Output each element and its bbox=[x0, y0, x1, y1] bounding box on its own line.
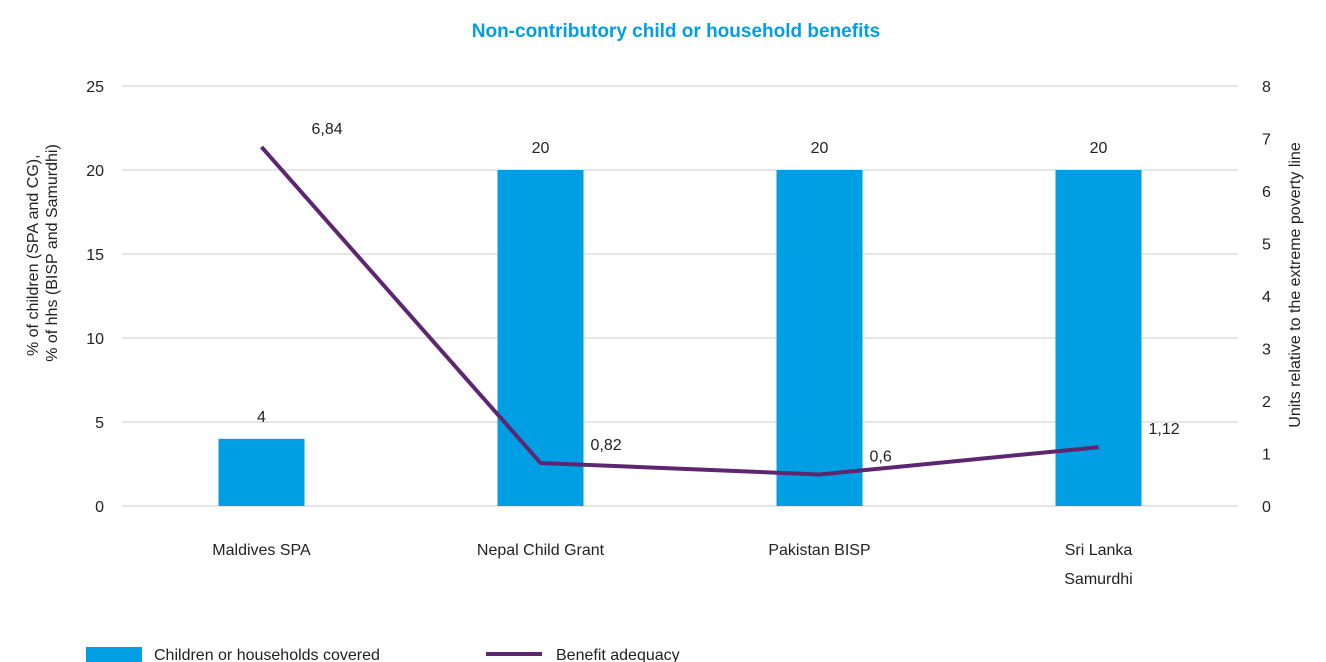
right-tick-label: 8 bbox=[1262, 79, 1271, 96]
right-tick-label: 3 bbox=[1262, 342, 1271, 359]
legend-label-bar: Children or households covered bbox=[154, 647, 380, 662]
left-axis-label-line-1: % of children (SPA and CG), bbox=[25, 154, 42, 356]
right-tick-label: 5 bbox=[1262, 237, 1271, 254]
bar-series: 4 20 20 20 bbox=[218, 140, 1142, 506]
left-axis-label-line-2: % of hhs (BISP and Samurdhi) bbox=[44, 144, 61, 362]
left-axis-label: % of children (SPA and CG), % of hhs (BI… bbox=[25, 144, 61, 362]
benefit-adequacy-line bbox=[260, 145, 1099, 477]
left-tick-label: 5 bbox=[95, 415, 104, 432]
right-axis-label: Units relative to the extreme poverty li… bbox=[1287, 142, 1304, 428]
category-label: Maldives SPA bbox=[212, 542, 311, 559]
bar bbox=[1055, 170, 1142, 506]
left-tick-label: 10 bbox=[86, 331, 104, 348]
line-value-label: 6,84 bbox=[312, 121, 343, 138]
right-tick-label: 4 bbox=[1262, 289, 1271, 306]
bar-value-label: 20 bbox=[1090, 140, 1108, 157]
right-tick-label: 7 bbox=[1262, 132, 1271, 149]
right-tick-label: 2 bbox=[1262, 394, 1271, 411]
category-label: Pakistan BISP bbox=[768, 542, 870, 559]
line-value-label: 0,82 bbox=[591, 437, 622, 454]
right-tick-label: 6 bbox=[1262, 184, 1271, 201]
line-series: 6,84 0,82 0,6 1,12 bbox=[260, 121, 1180, 477]
right-axis-ticks: 0 1 2 3 4 5 6 7 8 bbox=[1262, 79, 1271, 516]
left-tick-label: 20 bbox=[86, 163, 104, 180]
bar-value-label: 20 bbox=[811, 140, 829, 157]
left-tick-label: 25 bbox=[86, 79, 104, 96]
legend: Children or households covered Benefit ad… bbox=[86, 647, 680, 662]
left-tick-label: 0 bbox=[95, 499, 104, 516]
category-label: Sri Lanka bbox=[1065, 542, 1133, 559]
line-value-label: 0,6 bbox=[870, 449, 892, 466]
category-axis-labels: Maldives SPA Nepal Child Grant Pakistan BI… bbox=[212, 542, 1132, 588]
left-tick-label: 15 bbox=[86, 247, 104, 264]
bar-value-label: 4 bbox=[257, 409, 266, 426]
bar bbox=[776, 170, 863, 506]
left-axis-ticks: 0 5 10 15 20 25 bbox=[86, 79, 104, 516]
category-label: Nepal Child Grant bbox=[477, 542, 605, 559]
gridlines bbox=[122, 85, 1238, 507]
chart-title: Non-contributory child or household bene… bbox=[472, 21, 881, 42]
category-label: Samurdhi bbox=[1064, 571, 1132, 588]
bar bbox=[218, 438, 305, 506]
legend-label-line: Benefit adequacy bbox=[556, 647, 680, 662]
right-tick-label: 0 bbox=[1262, 499, 1271, 516]
right-tick-label: 1 bbox=[1262, 447, 1271, 464]
line-value-label: 1,12 bbox=[1149, 421, 1180, 438]
bar-value-label: 20 bbox=[532, 140, 550, 157]
legend-swatch-bar bbox=[86, 647, 142, 662]
bar bbox=[497, 170, 584, 506]
